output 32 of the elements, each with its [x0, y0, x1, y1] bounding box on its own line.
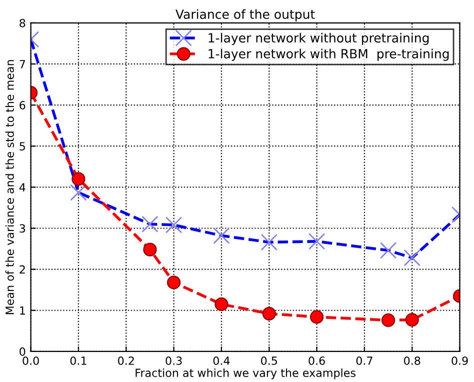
x-tick-label: 0.5: [261, 356, 277, 365]
point: [72, 172, 86, 186]
y-tick-label: 8: [20, 18, 26, 28]
point: [381, 313, 396, 328]
y-tick-label: 2: [20, 265, 25, 274]
x-tick-label: 0.8: [404, 356, 420, 365]
y-tick-label: 6: [20, 101, 26, 110]
x-tick-label: 0.0: [22, 356, 39, 365]
x-tick-label: 0.3: [166, 356, 182, 365]
y-tick-label: 5: [20, 142, 25, 150]
chart-title: Variance of the output: [176, 9, 315, 22]
x-tick-label: 0.7: [356, 356, 372, 365]
point: [310, 310, 324, 324]
x-tick-label: 0.6: [308, 356, 325, 365]
x-axis-title: Fraction at which we vary the examples: [136, 368, 356, 380]
point: [143, 242, 157, 256]
y-tick-label: 4: [19, 183, 26, 192]
y-tick-label: 7: [20, 60, 25, 68]
x-tick-label: 0.4: [213, 356, 230, 365]
y-tick-label: 3: [20, 224, 26, 233]
y-axis-title: Mean of the variance and the std to the mean: [5, 60, 14, 314]
point: [262, 306, 276, 320]
point: [405, 313, 419, 327]
legend-label: 1-layer network without pretraining: [208, 32, 429, 46]
legend-label: 1-layer network with RBM pre-training: [208, 48, 449, 61]
x-tick-label: 0.9: [452, 356, 468, 365]
point: [166, 276, 181, 290]
x-tick-label: 0.1: [70, 356, 86, 365]
x-tick-label: 0.2: [118, 356, 134, 365]
y-tick-label: 1: [20, 306, 25, 315]
y-tick-label: 0: [20, 347, 26, 356]
point: [214, 297, 228, 312]
